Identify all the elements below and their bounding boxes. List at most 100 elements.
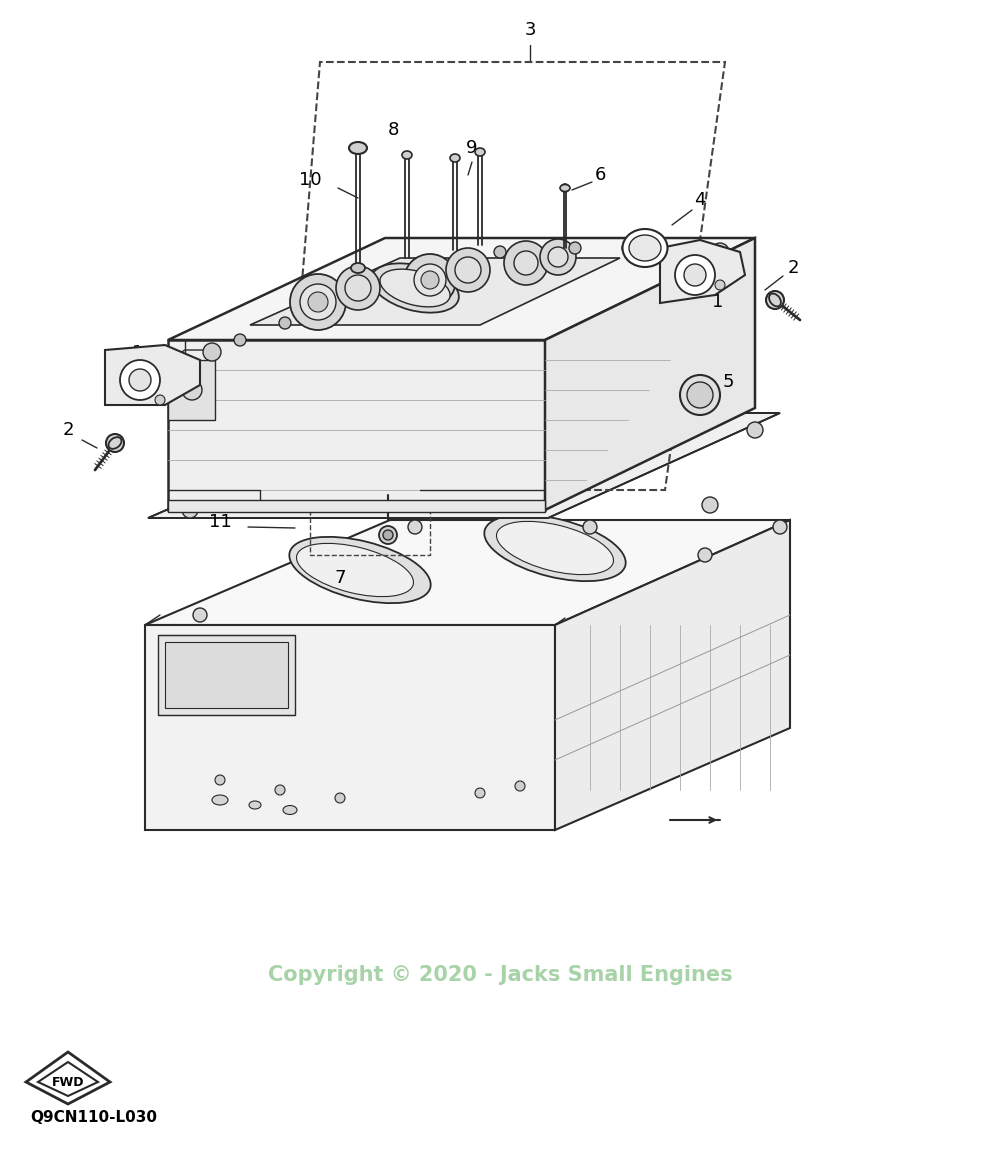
Text: 6: 6 — [594, 166, 606, 184]
Circle shape — [290, 274, 346, 331]
Ellipse shape — [622, 229, 668, 267]
Ellipse shape — [769, 293, 781, 306]
Circle shape — [215, 775, 225, 785]
Circle shape — [404, 254, 456, 306]
Circle shape — [379, 526, 397, 544]
Circle shape — [234, 334, 246, 346]
Circle shape — [106, 434, 124, 452]
Circle shape — [773, 520, 787, 534]
Text: 4: 4 — [694, 191, 706, 210]
Text: 8: 8 — [387, 121, 399, 139]
Text: 3: 3 — [524, 21, 536, 40]
Circle shape — [455, 257, 481, 283]
Text: Copyright © 2020 - Jacks Small Engines: Copyright © 2020 - Jacks Small Engines — [268, 965, 732, 985]
Circle shape — [766, 291, 784, 308]
Ellipse shape — [212, 795, 228, 805]
Circle shape — [675, 255, 715, 294]
Ellipse shape — [371, 263, 459, 313]
Text: 5: 5 — [722, 372, 734, 391]
Polygon shape — [145, 520, 790, 625]
Text: 7: 7 — [334, 569, 346, 587]
Circle shape — [182, 379, 202, 400]
Polygon shape — [158, 636, 295, 715]
Text: 11: 11 — [209, 513, 231, 531]
Text: 1: 1 — [712, 293, 724, 311]
Ellipse shape — [289, 537, 431, 603]
Circle shape — [514, 251, 538, 275]
Polygon shape — [168, 237, 755, 340]
Polygon shape — [145, 625, 555, 830]
Circle shape — [414, 264, 446, 296]
Circle shape — [687, 382, 713, 409]
Polygon shape — [250, 258, 620, 325]
Circle shape — [203, 343, 221, 361]
Circle shape — [711, 243, 729, 261]
Ellipse shape — [380, 269, 450, 307]
Polygon shape — [148, 413, 780, 518]
Circle shape — [408, 520, 422, 534]
Text: 9: 9 — [466, 139, 478, 157]
Circle shape — [383, 530, 393, 540]
Polygon shape — [165, 643, 288, 708]
Ellipse shape — [629, 235, 661, 261]
Text: 2: 2 — [787, 260, 799, 277]
Circle shape — [747, 423, 763, 438]
Circle shape — [702, 497, 718, 513]
Text: 1: 1 — [132, 345, 144, 362]
Circle shape — [698, 548, 712, 562]
Ellipse shape — [402, 151, 412, 159]
Circle shape — [569, 242, 581, 254]
Polygon shape — [660, 240, 745, 303]
Polygon shape — [26, 1052, 110, 1103]
Text: FWD: FWD — [52, 1076, 84, 1088]
Circle shape — [515, 781, 525, 792]
Ellipse shape — [351, 263, 365, 274]
Circle shape — [540, 239, 576, 275]
Circle shape — [502, 416, 518, 431]
Circle shape — [336, 267, 380, 310]
Ellipse shape — [297, 544, 413, 597]
Circle shape — [308, 292, 328, 312]
Ellipse shape — [349, 142, 367, 154]
Circle shape — [504, 241, 548, 285]
Circle shape — [335, 793, 345, 803]
Text: 10: 10 — [299, 171, 321, 189]
Circle shape — [475, 788, 485, 799]
Circle shape — [182, 502, 198, 518]
Text: 2: 2 — [62, 421, 74, 439]
Circle shape — [680, 375, 720, 416]
Ellipse shape — [283, 805, 297, 815]
Ellipse shape — [484, 514, 626, 581]
Ellipse shape — [450, 154, 460, 162]
Circle shape — [421, 271, 439, 289]
Polygon shape — [105, 345, 200, 405]
Polygon shape — [545, 237, 755, 510]
Circle shape — [300, 284, 336, 320]
Circle shape — [682, 416, 698, 431]
Circle shape — [193, 608, 207, 622]
Circle shape — [275, 785, 285, 795]
Text: Q9CN110-L030: Q9CN110-L030 — [30, 1110, 157, 1126]
Ellipse shape — [352, 144, 364, 152]
Circle shape — [446, 248, 490, 292]
Ellipse shape — [477, 416, 613, 478]
Circle shape — [684, 264, 706, 286]
Circle shape — [155, 395, 165, 405]
Circle shape — [120, 360, 160, 400]
Ellipse shape — [109, 438, 121, 449]
Circle shape — [715, 281, 725, 290]
Circle shape — [583, 520, 597, 534]
Circle shape — [129, 369, 151, 391]
Circle shape — [548, 247, 568, 267]
Ellipse shape — [475, 148, 485, 156]
Polygon shape — [555, 520, 790, 830]
Ellipse shape — [497, 521, 613, 575]
Ellipse shape — [561, 184, 569, 192]
Polygon shape — [38, 1062, 98, 1096]
Circle shape — [279, 317, 291, 329]
Circle shape — [332, 424, 348, 440]
Ellipse shape — [560, 185, 570, 192]
Circle shape — [622, 242, 634, 254]
Polygon shape — [168, 340, 545, 510]
Ellipse shape — [249, 801, 261, 809]
